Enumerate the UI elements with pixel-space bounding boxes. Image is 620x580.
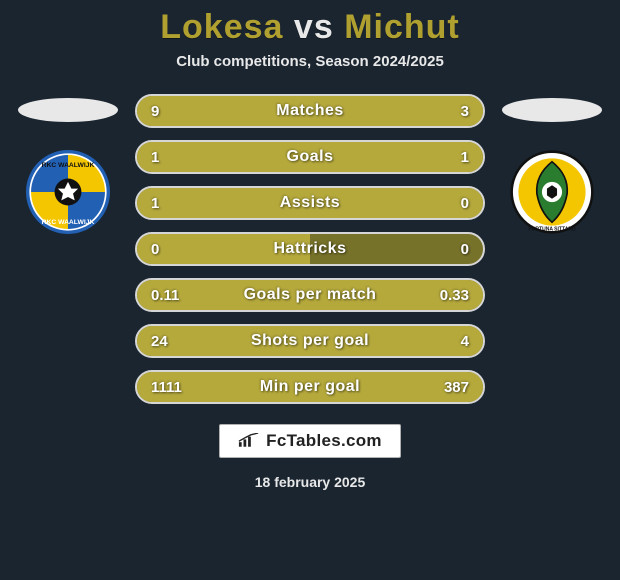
stat-label: Goals xyxy=(197,148,423,166)
comparison-card: Lokesa vs Michut Club competitions, Seas… xyxy=(0,0,620,580)
vs-text: vs xyxy=(294,8,334,46)
stat-label: Assists xyxy=(197,194,423,212)
stat-left-value: 24 xyxy=(137,333,197,350)
stat-right-value: 1 xyxy=(423,149,483,166)
brand-badge[interactable]: FcTables.com xyxy=(219,424,401,458)
svg-text:FORTUNA SITTARD: FORTUNA SITTARD xyxy=(528,227,576,233)
player-right-name: Michut xyxy=(344,8,460,46)
svg-text:RKC WAALWIJK: RKC WAALWIJK xyxy=(42,219,95,226)
stat-right-value: 0 xyxy=(423,195,483,212)
stat-row: 1111Min per goal387 xyxy=(135,370,485,404)
stat-left-value: 0.11 xyxy=(137,287,197,304)
right-side: FORTUNA SITTARD xyxy=(497,94,607,234)
svg-text:RKC WAALWIJK: RKC WAALWIJK xyxy=(42,162,95,169)
stat-left-value: 1 xyxy=(137,195,197,212)
player-left-photo-placeholder xyxy=(18,98,118,122)
stat-label: Hattricks xyxy=(197,240,423,258)
stat-row: 1Assists0 xyxy=(135,186,485,220)
stat-left-value: 0 xyxy=(137,241,197,258)
stat-row: 1Goals1 xyxy=(135,140,485,174)
player-left-name: Lokesa xyxy=(160,8,283,46)
date-text: 18 february 2025 xyxy=(255,474,366,490)
stat-label: Min per goal xyxy=(197,378,423,396)
page-title: Lokesa vs Michut xyxy=(160,8,459,47)
player-right-photo-placeholder xyxy=(502,98,602,122)
subtitle: Club competitions, Season 2024/2025 xyxy=(176,53,444,70)
stat-bars: 9Matches31Goals11Assists00Hattricks00.11… xyxy=(135,94,485,404)
stat-label: Matches xyxy=(197,102,423,120)
stat-label: Goals per match xyxy=(197,286,423,304)
team-right-crest: FORTUNA SITTARD xyxy=(510,150,594,234)
main-row: RKC WAALWIJK RKC WAALWIJK 9Matches31Goal… xyxy=(0,94,620,404)
stat-left-value: 1111 xyxy=(137,379,197,396)
stat-right-value: 3 xyxy=(423,103,483,120)
brand-text: FcTables.com xyxy=(266,431,382,451)
stat-left-value: 9 xyxy=(137,103,197,120)
stat-right-value: 387 xyxy=(423,379,483,396)
stat-right-value: 0.33 xyxy=(423,287,483,304)
stat-left-value: 1 xyxy=(137,149,197,166)
stat-right-value: 0 xyxy=(423,241,483,258)
left-side: RKC WAALWIJK RKC WAALWIJK xyxy=(13,94,123,234)
team-left-crest: RKC WAALWIJK RKC WAALWIJK xyxy=(26,150,110,234)
stat-row: 0.11Goals per match0.33 xyxy=(135,278,485,312)
stat-row: 9Matches3 xyxy=(135,94,485,128)
stat-right-value: 4 xyxy=(423,333,483,350)
stat-row: 0Hattricks0 xyxy=(135,232,485,266)
brand-chart-icon xyxy=(238,433,260,449)
stat-row: 24Shots per goal4 xyxy=(135,324,485,358)
stat-label: Shots per goal xyxy=(197,332,423,350)
